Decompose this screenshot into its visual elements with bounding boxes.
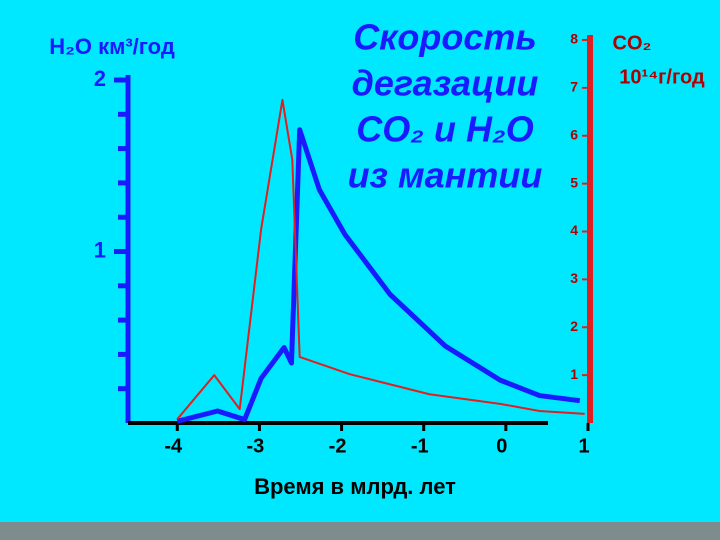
chart-title: дегазации — [352, 63, 539, 104]
chart-title: Скорость — [353, 17, 537, 58]
chart-title: из мантии — [348, 155, 543, 196]
y2-tick-label: 8 — [570, 31, 578, 47]
y2-axis-label: 10¹⁴г/год — [619, 66, 705, 88]
x-tick-label: 0 — [496, 435, 507, 457]
x-tick-label: -1 — [411, 435, 429, 457]
data-line — [176, 98, 585, 420]
x-axis-label: Время в млрд. лет — [254, 474, 456, 499]
y-tick-label: 1 — [94, 237, 106, 262]
y2-tick-label: 7 — [570, 79, 578, 95]
y2-tick-label: 4 — [570, 222, 578, 238]
y2-axis-label: CO₂ — [613, 32, 652, 54]
y2-tick-label: 5 — [570, 174, 578, 190]
y2-tick-label: 1 — [570, 366, 578, 382]
x-tick-label: -4 — [164, 435, 183, 457]
background — [0, 0, 720, 522]
x-tick-label: -3 — [247, 435, 265, 457]
x-tick-label: 1 — [578, 435, 589, 457]
y2-tick-label: 6 — [570, 126, 578, 142]
footer-strip — [0, 522, 720, 540]
chart-title: CO₂ и H₂O — [356, 109, 533, 150]
y2-tick-label: 3 — [570, 270, 578, 286]
y2-tick-label: 2 — [570, 318, 578, 334]
x-tick-label: -2 — [329, 435, 347, 457]
data-line — [176, 127, 581, 424]
y-tick-label: 2 — [94, 66, 106, 91]
y-axis-label: H₂O км³/год — [49, 34, 175, 59]
